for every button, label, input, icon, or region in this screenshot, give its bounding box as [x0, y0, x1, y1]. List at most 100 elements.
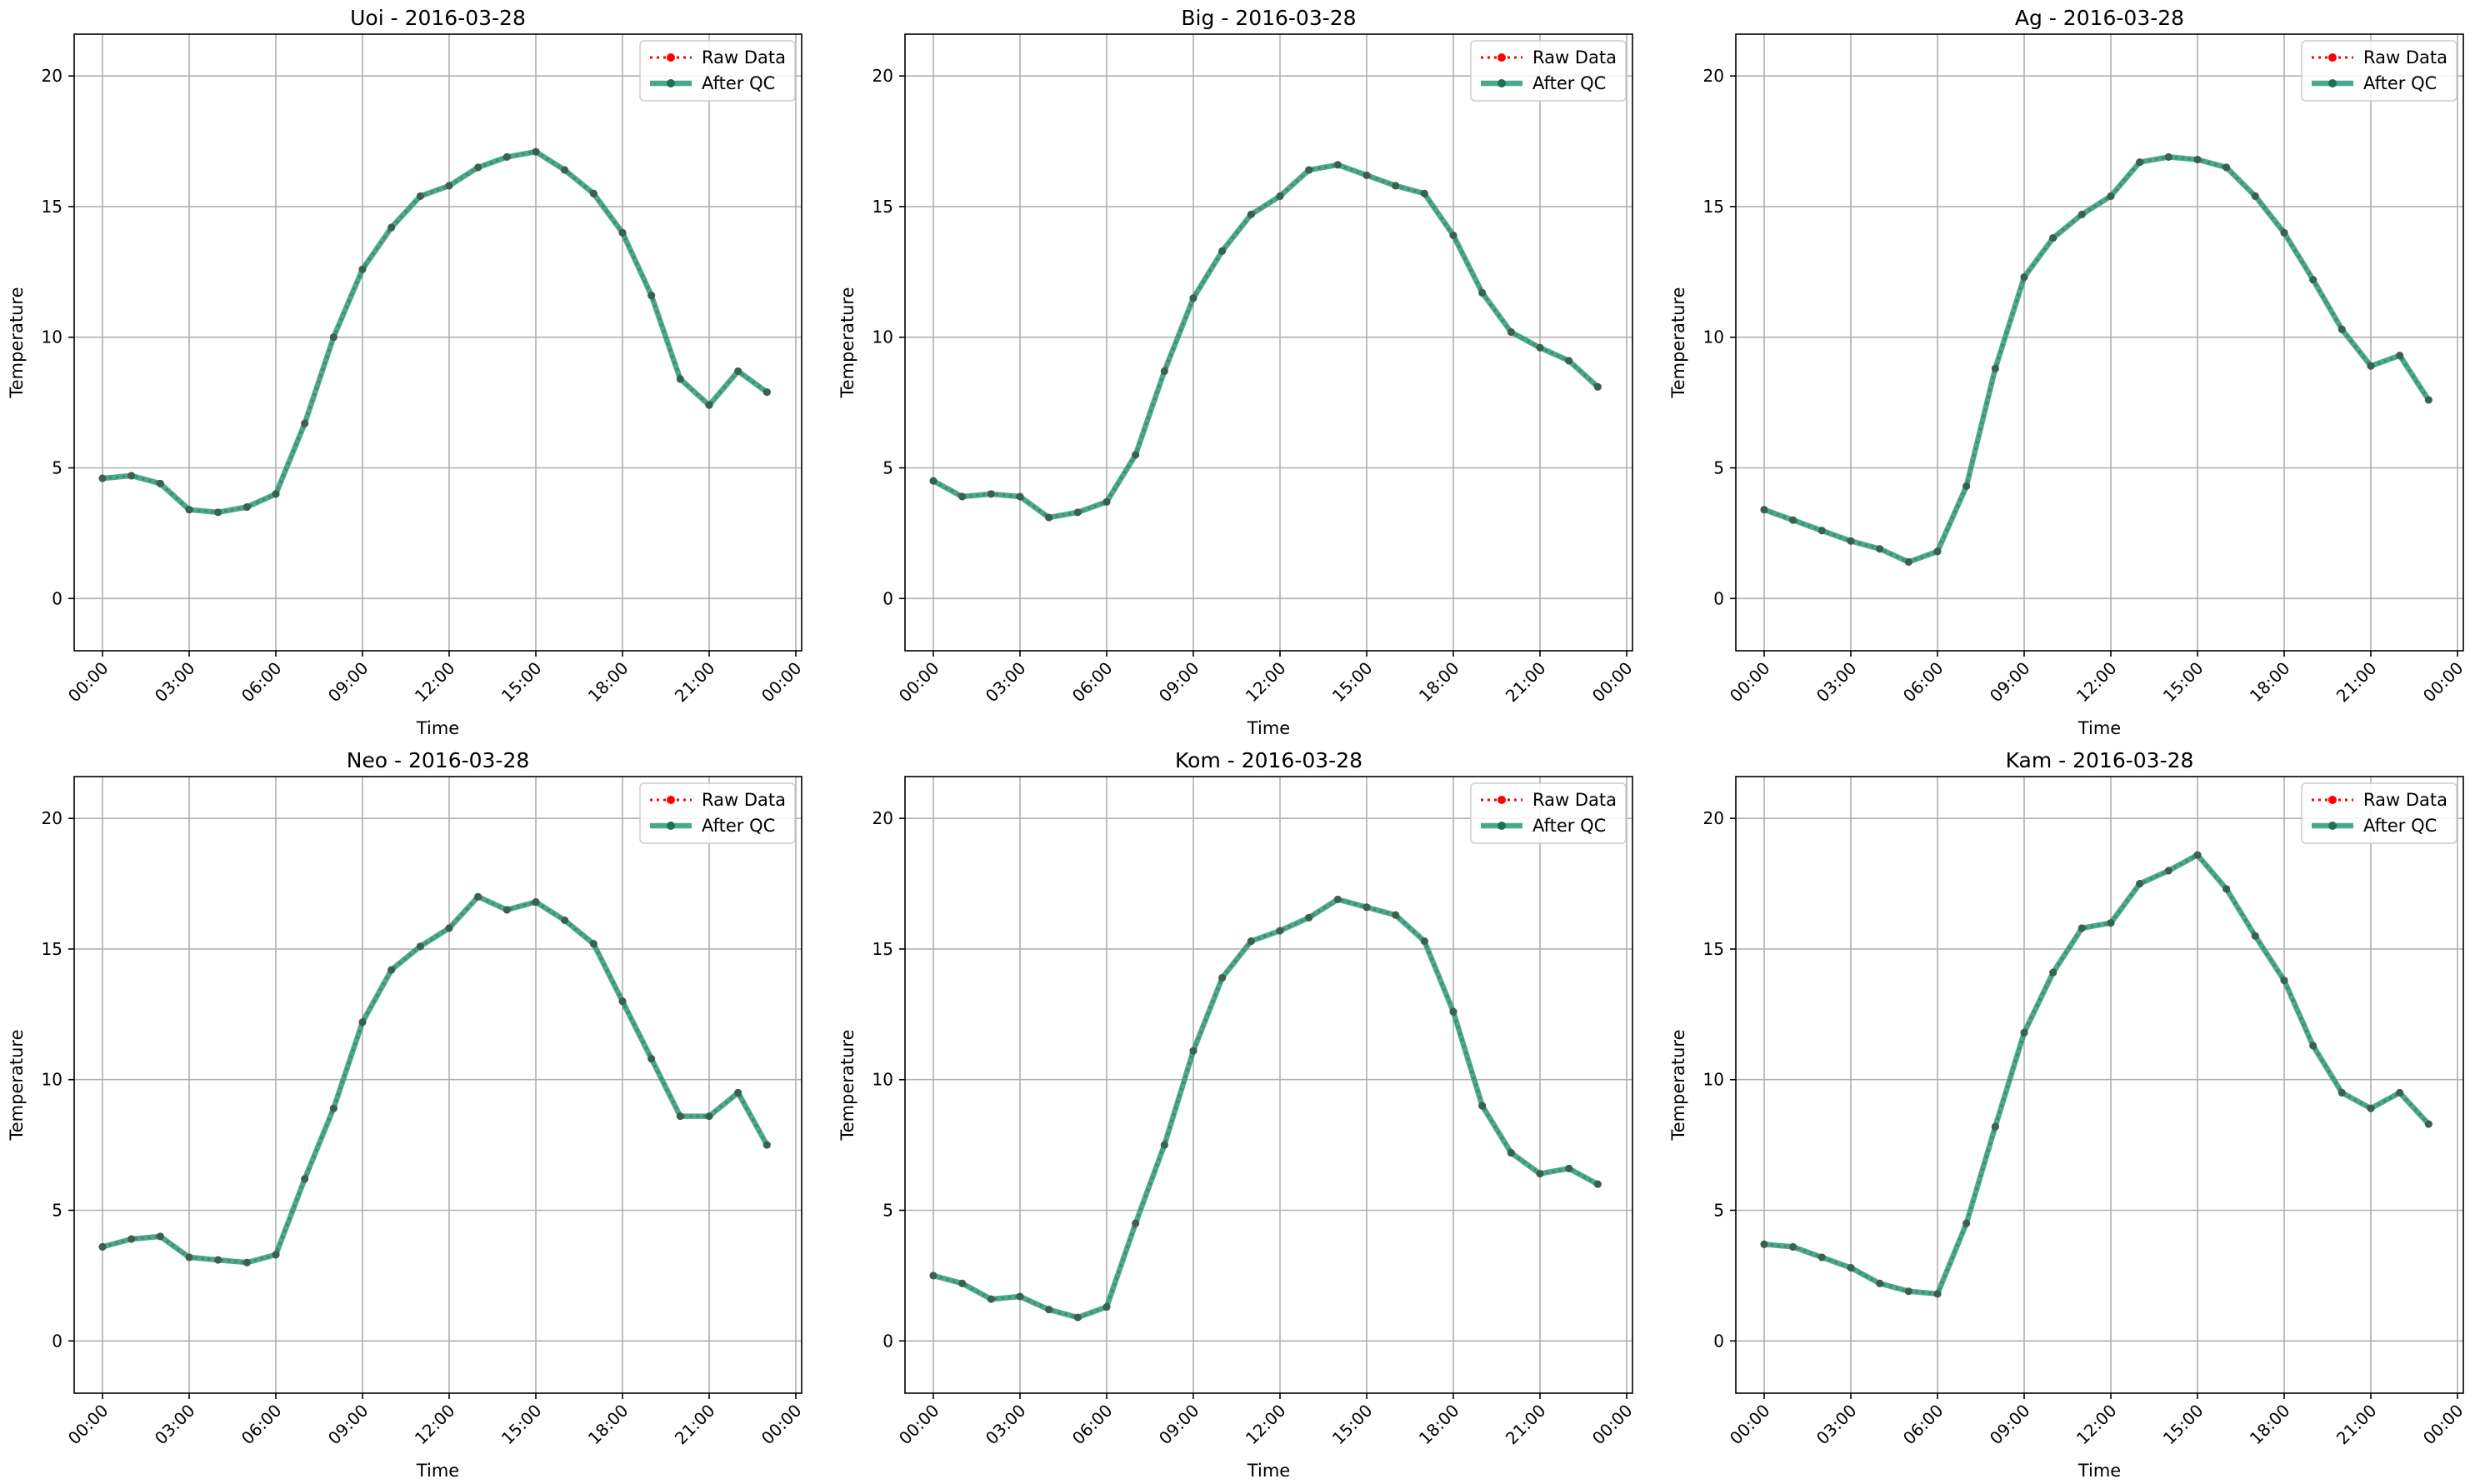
x-tick-label: 09:00 [1986, 658, 2034, 707]
legend-label-raw-data: Raw Data [1532, 47, 1617, 67]
legend-marker [2328, 796, 2337, 804]
data-point-after-qc [1760, 506, 1768, 514]
data-point-after-qc [1478, 288, 1487, 297]
data-point-after-qc [98, 1242, 107, 1251]
x-tick-label: 21:00 [2332, 658, 2381, 707]
y-axis-label: Temperature [1668, 1029, 1688, 1141]
data-point-after-qc [1904, 557, 1912, 566]
legend-label-after-qc: After QC [702, 816, 775, 836]
data-point-after-qc [1962, 1219, 1971, 1227]
legend-label-raw-data: Raw Data [702, 790, 786, 810]
data-point-after-qc [618, 228, 627, 237]
x-tick-label: 12:00 [2072, 658, 2121, 707]
y-tick-label: 5 [1713, 1201, 1724, 1221]
data-point-after-qc [1847, 1263, 1855, 1272]
x-tick-label: 00:00 [64, 1401, 112, 1449]
data-point-after-qc [2396, 1088, 2404, 1097]
x-tick-label: 15:00 [498, 658, 546, 707]
data-point-after-qc [676, 1112, 684, 1121]
data-point-after-qc [445, 924, 453, 932]
data-point-after-qc [734, 1088, 742, 1097]
y-tick-label: 10 [42, 327, 62, 347]
legend-label-after-qc: After QC [1532, 816, 1606, 836]
x-tick-label: 00:00 [1726, 658, 1774, 707]
x-tick-label: 03:00 [151, 1401, 199, 1449]
legend-label-raw-data: Raw Data [2363, 47, 2448, 67]
subplot-title: Uoi - 2016-03-28 [350, 6, 526, 30]
subplot-title: Big - 2016-03-28 [1181, 6, 1356, 30]
y-tick-label: 20 [872, 66, 893, 86]
legend-label-raw-data: Raw Data [2363, 790, 2448, 810]
y-axis-label: Temperature [7, 1029, 27, 1141]
data-point-after-qc [1045, 513, 1053, 522]
data-point-after-qc [929, 1272, 938, 1280]
x-axis-label: Time [416, 718, 459, 738]
legend-marker [667, 796, 675, 804]
data-point-after-qc [2367, 1104, 2375, 1112]
x-tick-label: 09:00 [1155, 658, 1203, 707]
data-point-after-qc [128, 472, 136, 480]
x-tick-label: 00:00 [2419, 658, 2468, 707]
subplot-3: Neo - 2016-03-28 0 5 10 15 20 00:00 03:00 06:00 0… [7, 748, 806, 1481]
data-point-after-qc [958, 492, 967, 501]
x-tick-label: 12:00 [411, 1401, 459, 1449]
data-point-after-qc [502, 152, 511, 161]
x-tick-label: 00:00 [2419, 1401, 2468, 1449]
subplot-title: Kom - 2016-03-28 [1175, 748, 1362, 772]
data-point-after-qc [1991, 1122, 1999, 1131]
data-point-after-qc [2396, 352, 2404, 360]
x-tick-label: 12:00 [1242, 658, 1290, 707]
data-point-after-qc [2020, 1028, 2028, 1037]
subplot-title: Kam - 2016-03-28 [2006, 748, 2194, 772]
x-tick-label: 09:00 [1986, 1401, 2034, 1449]
y-axis-label: Temperature [838, 1029, 858, 1141]
y-tick-label: 10 [872, 327, 893, 347]
data-point-after-qc [1449, 231, 1458, 239]
y-tick-label: 0 [1713, 588, 1724, 608]
y-tick-label: 20 [42, 808, 62, 828]
data-point-after-qc [242, 1258, 251, 1267]
y-tick-label: 5 [882, 458, 893, 478]
subplot-4: Kom - 2016-03-28 0 5 10 15 20 00:00 03:00 06:00 0… [838, 748, 1637, 1481]
y-tick-label: 20 [1703, 66, 1724, 86]
x-tick-label: 18:00 [1415, 658, 1463, 707]
data-point-after-qc [561, 166, 569, 174]
x-tick-label: 21:00 [1502, 1401, 1550, 1449]
x-axis-label: Time [1247, 1461, 1290, 1481]
axes-frame [904, 33, 1633, 652]
legend: Raw Data After QC [2301, 782, 2458, 844]
data-point-after-qc [589, 189, 598, 197]
data-point-after-qc [676, 375, 684, 383]
data-point-after-qc [2164, 867, 2172, 875]
data-point-after-qc [358, 265, 367, 273]
axes-frame [73, 776, 802, 1394]
data-point-after-qc [1565, 1164, 1573, 1172]
data-point-after-qc [532, 147, 540, 156]
data-point-after-qc [2309, 276, 2318, 284]
data-point-after-qc [2222, 885, 2231, 893]
x-tick-label: 00:00 [64, 658, 112, 707]
data-point-after-qc [1218, 247, 1227, 255]
y-tick-label: 0 [882, 1331, 893, 1351]
x-tick-label: 18:00 [1415, 1401, 1463, 1449]
data-point-after-qc [589, 940, 598, 948]
series-line-after-qc [932, 162, 1600, 521]
data-point-after-qc [1073, 508, 1082, 517]
data-point-after-qc [1420, 189, 1428, 197]
data-point-after-qc [1818, 1253, 1826, 1262]
data-point-after-qc [1276, 192, 1284, 200]
data-point-after-qc [329, 333, 338, 342]
data-point-after-qc [1933, 547, 1942, 556]
x-tick-label: 06:00 [1068, 658, 1117, 707]
x-tick-label: 06:00 [238, 1401, 286, 1449]
data-point-after-qc [1305, 913, 1313, 922]
x-tick-label: 12:00 [1242, 1401, 1290, 1449]
data-point-after-qc [445, 182, 453, 190]
data-point-after-qc [561, 916, 569, 924]
data-point-after-qc [1189, 1047, 1198, 1055]
y-tick-label: 15 [1703, 939, 1724, 959]
data-point-after-qc [2338, 1088, 2346, 1097]
data-point-after-qc [1247, 937, 1255, 946]
x-tick-label: 06:00 [1899, 1401, 1948, 1449]
data-point-after-qc [1789, 1242, 1798, 1251]
